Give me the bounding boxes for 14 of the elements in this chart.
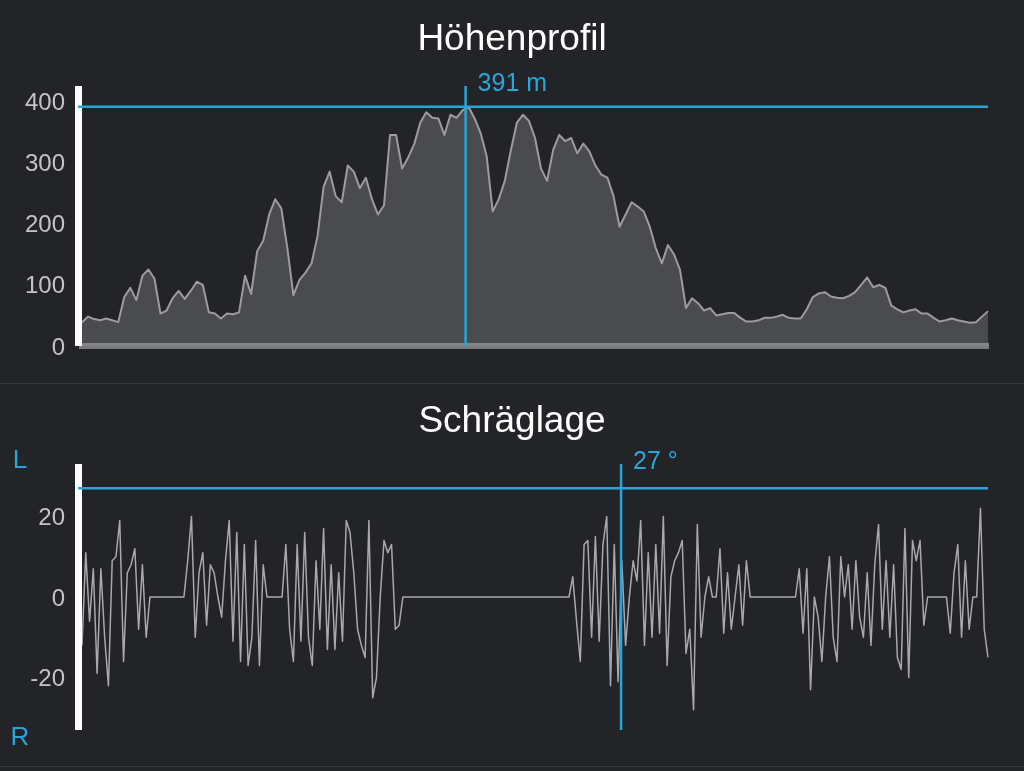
y-tick-label: -20 — [30, 664, 65, 692]
text: L — [12, 444, 28, 475]
ref-line-label: 391 m — [477, 68, 548, 96]
y-tick-label: 400 — [24, 87, 65, 115]
chart-title: Schräglage — [418, 399, 606, 440]
text: R — [10, 721, 30, 752]
y-tick-label: 20 — [38, 503, 65, 531]
y-tick-label: 300 — [24, 149, 65, 177]
y-tick-label: 0 — [51, 332, 65, 360]
ref-line-label: 27 ° — [633, 446, 678, 474]
y-tick-label: 200 — [24, 210, 65, 238]
y-tick-label: 100 — [24, 271, 65, 299]
chart-title: Höhenprofil — [417, 17, 607, 58]
y-tick-label: 0 — [51, 583, 65, 611]
